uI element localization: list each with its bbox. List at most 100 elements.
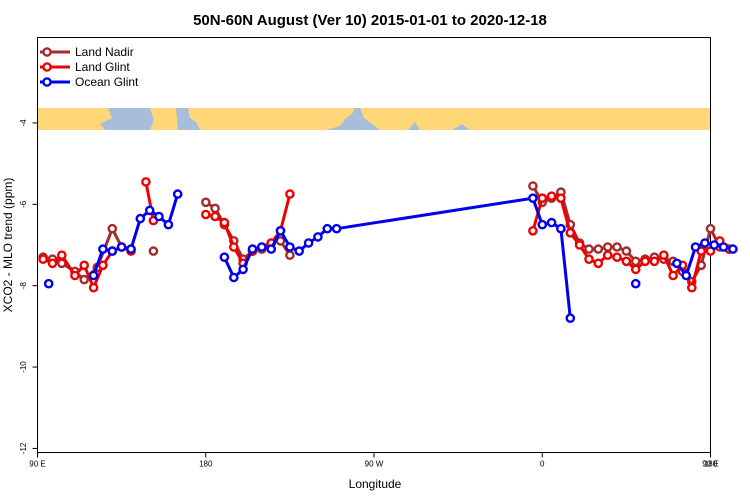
data-point bbox=[285, 189, 295, 199]
x-tick-label: 90 W bbox=[365, 460, 384, 469]
data-point bbox=[47, 258, 58, 269]
legend-marker bbox=[42, 47, 52, 57]
y-tick-label: -10 bbox=[19, 361, 28, 373]
data-point bbox=[621, 246, 632, 256]
data-point bbox=[565, 227, 576, 238]
data-point bbox=[602, 242, 613, 252]
legend-label: Land Nadir bbox=[75, 45, 134, 59]
data-point bbox=[57, 250, 67, 260]
data-point bbox=[135, 213, 146, 224]
series-line bbox=[531, 194, 731, 290]
data-point bbox=[141, 177, 151, 187]
data-point bbox=[200, 197, 211, 208]
data-point bbox=[228, 272, 239, 283]
data-point bbox=[621, 256, 632, 267]
data-point bbox=[687, 282, 697, 293]
data-point bbox=[79, 274, 89, 285]
data-point bbox=[210, 203, 220, 214]
data-point bbox=[681, 270, 692, 281]
y-axis-label: XCO2 - MLO trend (ppm) bbox=[1, 178, 15, 313]
data-point bbox=[640, 256, 650, 267]
data-point bbox=[285, 250, 295, 260]
data-point bbox=[303, 238, 314, 248]
data-point bbox=[98, 260, 108, 271]
data-point bbox=[38, 254, 48, 265]
data-point bbox=[630, 264, 641, 275]
data-point bbox=[574, 240, 585, 250]
data-point bbox=[602, 250, 613, 260]
legend-marker bbox=[42, 62, 52, 72]
data-point bbox=[219, 252, 230, 263]
data-point bbox=[528, 193, 538, 203]
legend-label: Land Glint bbox=[75, 60, 130, 74]
map-strip-land bbox=[38, 108, 710, 130]
data-point bbox=[690, 242, 701, 252]
data-point bbox=[668, 270, 678, 281]
data-point bbox=[275, 225, 286, 236]
data-point bbox=[247, 244, 258, 254]
chart-title: 50N-60N August (Ver 10) 2015-01-01 to 20… bbox=[193, 12, 547, 29]
data-point bbox=[584, 244, 594, 254]
data-point bbox=[285, 242, 295, 252]
data-point bbox=[537, 193, 548, 203]
y-tick-label: -12 bbox=[19, 442, 28, 454]
data-point bbox=[322, 223, 333, 234]
data-point bbox=[266, 244, 277, 254]
data-point bbox=[528, 181, 538, 191]
series-ocean-glint bbox=[43, 189, 738, 324]
data-point bbox=[210, 211, 220, 222]
data-point bbox=[154, 211, 164, 222]
data-point bbox=[612, 242, 622, 252]
data-point bbox=[728, 244, 738, 254]
data-point bbox=[43, 278, 54, 289]
y-tick-label: -6 bbox=[19, 200, 28, 208]
data-point bbox=[148, 246, 159, 256]
data-point bbox=[219, 217, 230, 228]
data-point bbox=[672, 258, 682, 269]
data-point bbox=[256, 242, 267, 252]
data-point bbox=[630, 278, 641, 289]
x-tick-label: 180 bbox=[199, 460, 213, 469]
x-tick-label: 90 E bbox=[702, 460, 718, 469]
data-point bbox=[238, 264, 248, 275]
data-point bbox=[649, 256, 660, 267]
data-point bbox=[331, 223, 342, 234]
data-point bbox=[98, 244, 108, 254]
y-axis: -4 -6 -8 -10 -12 bbox=[19, 119, 38, 454]
legend-marker bbox=[42, 77, 52, 87]
series-land-nadir bbox=[38, 181, 735, 287]
data-point bbox=[294, 246, 305, 256]
data-point bbox=[565, 313, 576, 324]
data-point bbox=[107, 246, 118, 256]
map-strip bbox=[38, 108, 710, 130]
data-point bbox=[556, 193, 566, 203]
data-point bbox=[659, 250, 669, 260]
data-point bbox=[88, 270, 99, 281]
series-layer bbox=[38, 177, 738, 324]
data-point bbox=[528, 225, 538, 236]
data-point bbox=[537, 219, 548, 230]
x-axis-label: Longitude bbox=[349, 477, 402, 491]
data-point bbox=[546, 217, 557, 228]
data-point bbox=[88, 282, 99, 293]
x-tick-label: 90 E bbox=[29, 460, 45, 469]
y-tick-label: -4 bbox=[19, 119, 28, 127]
data-point bbox=[126, 244, 136, 254]
legend-label: Ocean Glint bbox=[75, 75, 139, 89]
series-land-glint bbox=[38, 177, 735, 293]
data-point bbox=[116, 242, 127, 252]
data-point bbox=[79, 260, 89, 271]
data-point bbox=[163, 219, 174, 230]
data-point bbox=[546, 191, 557, 201]
data-point bbox=[144, 205, 155, 216]
data-point bbox=[228, 242, 239, 252]
series-line bbox=[223, 196, 572, 319]
data-point bbox=[630, 256, 641, 267]
data-point bbox=[700, 238, 710, 248]
data-point bbox=[612, 252, 622, 263]
data-point bbox=[718, 242, 729, 252]
data-point bbox=[705, 223, 716, 234]
data-point bbox=[70, 270, 80, 281]
